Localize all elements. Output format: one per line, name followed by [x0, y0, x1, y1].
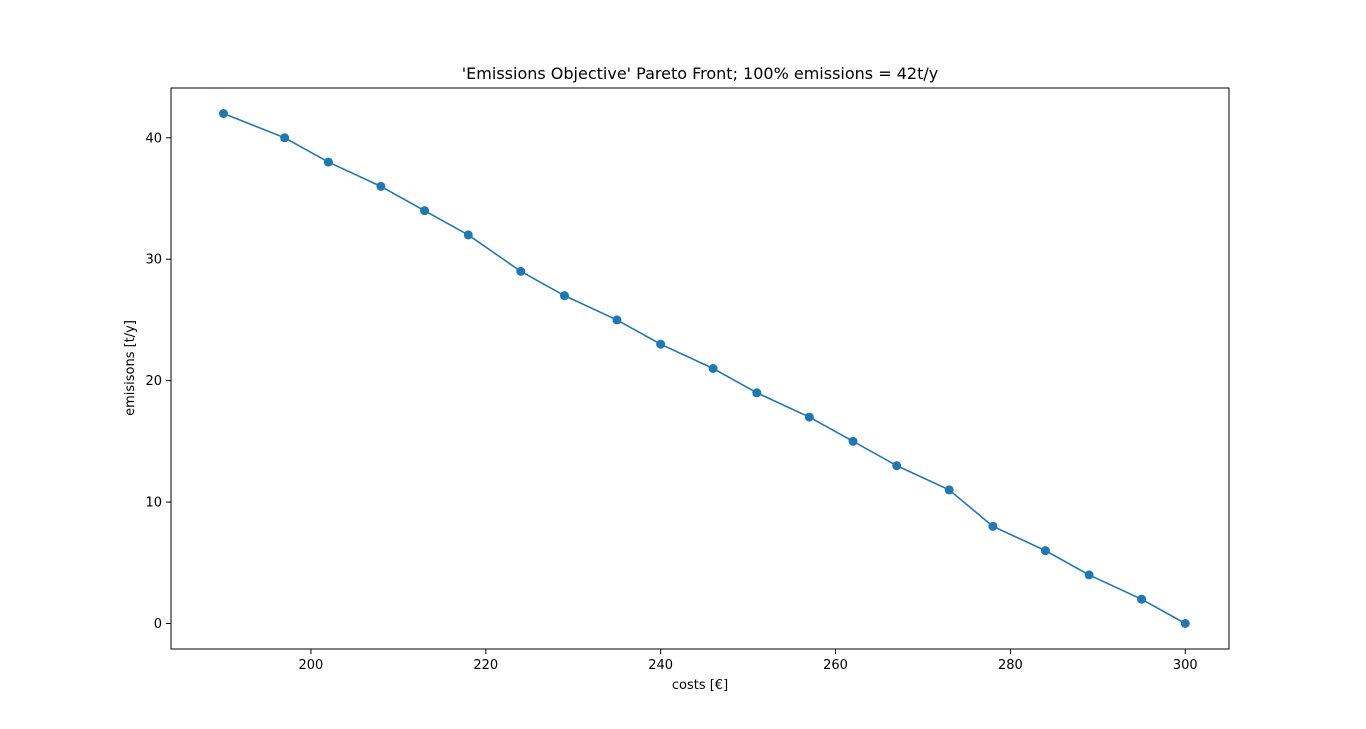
chart-title: 'Emissions Objective' Pareto Front; 100%… [462, 64, 938, 83]
x-axis: 200 220 240 260 280 300 [298, 649, 1198, 673]
data-point [804, 412, 814, 422]
x-tick-label: 280 [998, 658, 1023, 673]
data-point [612, 315, 622, 325]
data-point [1137, 594, 1147, 604]
y-tick-label: 20 [145, 374, 162, 389]
y-tick-label: 40 [145, 131, 162, 146]
data-point [280, 133, 290, 143]
data-point [988, 521, 998, 531]
data-point [516, 266, 526, 276]
data-point [848, 436, 858, 446]
data-point [1084, 570, 1094, 580]
y-tick-label: 30 [145, 253, 162, 268]
plot-area-frame [170, 87, 1230, 650]
data-point [420, 206, 430, 216]
y-tick-label: 10 [145, 496, 162, 511]
data-point [1180, 619, 1190, 628]
x-tick-label: 220 [473, 658, 498, 673]
data-point [656, 339, 666, 349]
data-point [1040, 546, 1050, 556]
data-point [463, 230, 473, 240]
data-point [323, 157, 333, 167]
series-line [223, 112, 1186, 625]
data-point [376, 181, 386, 191]
x-tick-label: 260 [823, 658, 848, 673]
series-layer [218, 109, 1190, 628]
data-point [559, 291, 569, 301]
data-point [892, 461, 902, 471]
x-tick-label: 200 [298, 658, 323, 673]
y-axis-label: emisisons [t/y] [123, 320, 138, 416]
x-tick-label: 240 [648, 658, 673, 673]
data-point [218, 109, 228, 118]
data-point [752, 388, 762, 398]
y-tick-label: 0 [154, 617, 162, 632]
data-point [708, 364, 718, 373]
y-axis: 0 10 20 30 40 [145, 131, 171, 632]
x-axis-label: costs [€] [672, 678, 728, 693]
data-point [944, 485, 954, 495]
x-tick-label: 300 [1173, 658, 1198, 673]
